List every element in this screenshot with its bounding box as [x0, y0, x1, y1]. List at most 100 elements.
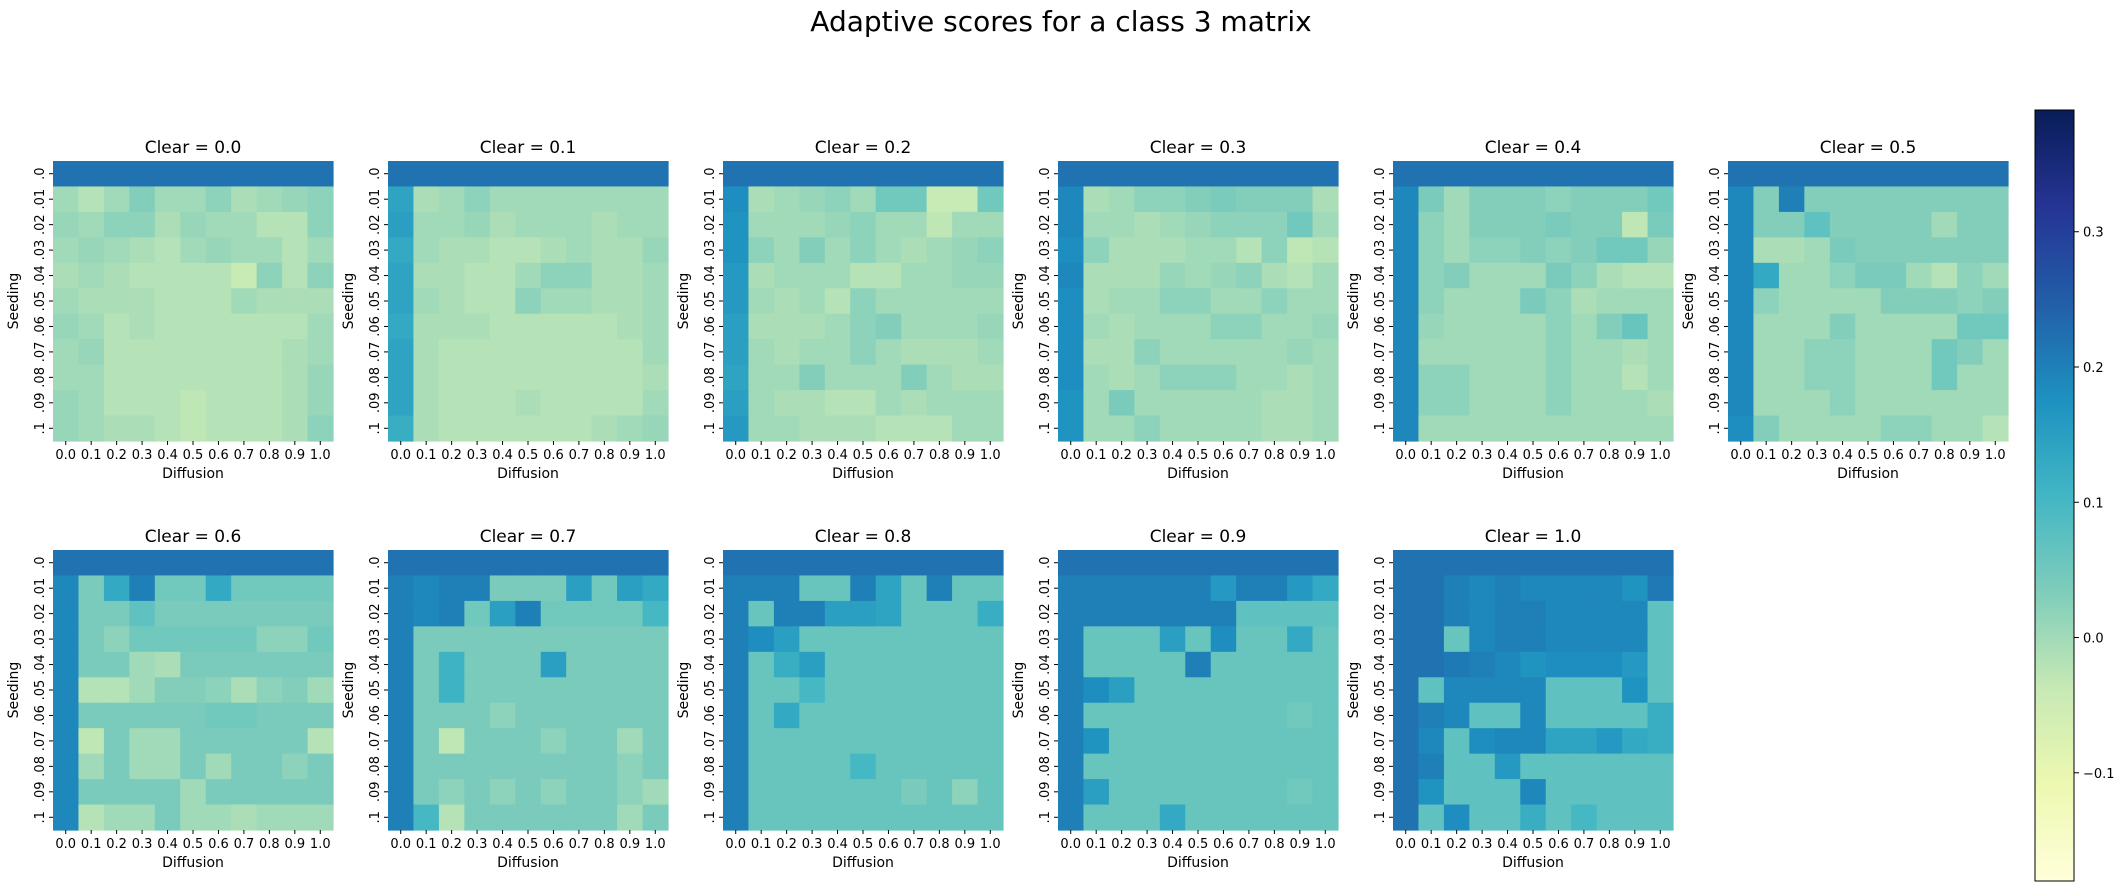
- heatmap-cell: [307, 600, 334, 627]
- heatmap-cell: [1261, 161, 1288, 188]
- x-tick-label: 0.8: [1264, 837, 1285, 852]
- heatmap-cell: [1287, 550, 1314, 577]
- heatmap-cell: [748, 600, 775, 627]
- heatmap-cell: [1236, 575, 1263, 602]
- panel-title: Clear = 0.8: [815, 527, 912, 547]
- heatmap-cell: [1261, 415, 1288, 442]
- x-tick-label: 0.6: [543, 448, 564, 463]
- heatmap-cell: [464, 804, 491, 831]
- heatmap-cell: [540, 237, 567, 264]
- heatmap-cell: [53, 702, 80, 729]
- heatmap-cell: [180, 702, 207, 729]
- heatmap-cell: [1393, 702, 1420, 729]
- y-tick-label: .04: [1038, 654, 1053, 675]
- heatmap-cell: [748, 288, 775, 315]
- heatmap-cell: [1185, 702, 1212, 729]
- heatmap-cell: [515, 161, 542, 188]
- colorbar: −0.10.00.10.20.3: [2034, 109, 2115, 882]
- heatmap-cell: [103, 626, 130, 653]
- heatmap-cell: [180, 600, 207, 627]
- heatmap-cell: [723, 550, 750, 577]
- heatmap-cell: [1880, 262, 1907, 289]
- heatmap-cell: [154, 211, 181, 238]
- heatmap-cell: [1443, 288, 1470, 315]
- heatmap-cell: [1571, 575, 1598, 602]
- heatmap-cell: [1829, 339, 1856, 366]
- heatmap-cell: [1647, 753, 1674, 780]
- heatmap-cell: [1134, 237, 1161, 264]
- heatmap-cell: [205, 415, 232, 442]
- heatmap-cell: [1083, 288, 1110, 315]
- heatmap-cell: [540, 186, 567, 213]
- heatmap-cell: [129, 575, 156, 602]
- heatmap-cell: [1210, 728, 1237, 755]
- heatmap-cell: [103, 575, 130, 602]
- heatmap-cell: [1931, 262, 1958, 289]
- heatmap-cell: [926, 211, 953, 238]
- y-tick-label: .09: [33, 781, 48, 802]
- heatmap-cell: [1261, 262, 1288, 289]
- heatmap-cell: [1185, 161, 1212, 188]
- heatmap-cell: [1108, 728, 1135, 755]
- x-tick-label: 0.3: [802, 837, 823, 852]
- heatmap-cell: [1596, 728, 1623, 755]
- heatmap-cell: [1083, 364, 1110, 391]
- y-tick-label: .05: [1038, 291, 1053, 312]
- heatmap-cell: [591, 677, 618, 704]
- heatmap-cell: [566, 390, 593, 417]
- heatmap-cell: [642, 313, 669, 340]
- x-tick-label: 0.4: [157, 837, 178, 852]
- heatmap-cell: [1622, 575, 1649, 602]
- y-tick-label: .1: [368, 811, 383, 823]
- y-axis-label: Seeding: [6, 273, 22, 330]
- heatmap-cell: [464, 753, 491, 780]
- heatmap-cell: [438, 626, 465, 653]
- heatmap-cell: [515, 313, 542, 340]
- heatmap-cell: [256, 728, 283, 755]
- heatmap-cell: [307, 186, 334, 213]
- x-tick-label: 0.1: [1086, 448, 1107, 463]
- x-tick-label: 0.1: [1421, 837, 1442, 852]
- heatmap-cell: [926, 288, 953, 315]
- heatmap-cell: [1236, 779, 1263, 806]
- heatmap-cell: [723, 364, 750, 391]
- heatmap-cell: [1287, 575, 1314, 602]
- heatmap-cell: [1571, 262, 1598, 289]
- heatmap-cell: [515, 262, 542, 289]
- heatmap-cell: [1108, 779, 1135, 806]
- heatmap-cell: [850, 237, 877, 264]
- heatmap-cell: [1083, 390, 1110, 417]
- heatmap-cell: [180, 390, 207, 417]
- heatmap-cell: [1494, 753, 1521, 780]
- heatmap-cell: [282, 415, 309, 442]
- heatmap-cell: [388, 390, 415, 417]
- heatmap-cell: [103, 415, 130, 442]
- heatmap-cell: [1571, 804, 1598, 831]
- x-tick-label: 0.0: [1060, 448, 1081, 463]
- heatmap-cell: [1906, 364, 1933, 391]
- heatmap-cell: [1261, 339, 1288, 366]
- heatmap-cell: [875, 313, 902, 340]
- heatmap-cell: [1185, 262, 1212, 289]
- heatmap-cell: [773, 626, 800, 653]
- x-tick-label: 0.5: [1523, 448, 1544, 463]
- heatmap-cell: [875, 237, 902, 264]
- heatmap-cell: [1287, 262, 1314, 289]
- y-tick-label: .04: [368, 654, 383, 675]
- heatmap-cell: [1287, 288, 1314, 315]
- heatmap-cell: [1418, 364, 1445, 391]
- heatmap-cell: [1443, 339, 1470, 366]
- heatmap-cell: [799, 651, 826, 678]
- y-tick-label: .06: [703, 705, 718, 726]
- heatmap-cell: [1906, 415, 1933, 442]
- heatmap-cell: [1829, 390, 1856, 417]
- heatmap-cell: [1287, 753, 1314, 780]
- x-tick-label: 0.1: [751, 448, 772, 463]
- x-tick-label: 0.0: [55, 448, 76, 463]
- y-axis-label: Seeding: [1011, 662, 1027, 719]
- y-tick-label: .07: [703, 342, 718, 363]
- heatmap-cell: [977, 728, 1004, 755]
- heatmap-cell: [850, 339, 877, 366]
- heatmap-cell: [1931, 186, 1958, 213]
- y-tick-label: .07: [1038, 342, 1053, 363]
